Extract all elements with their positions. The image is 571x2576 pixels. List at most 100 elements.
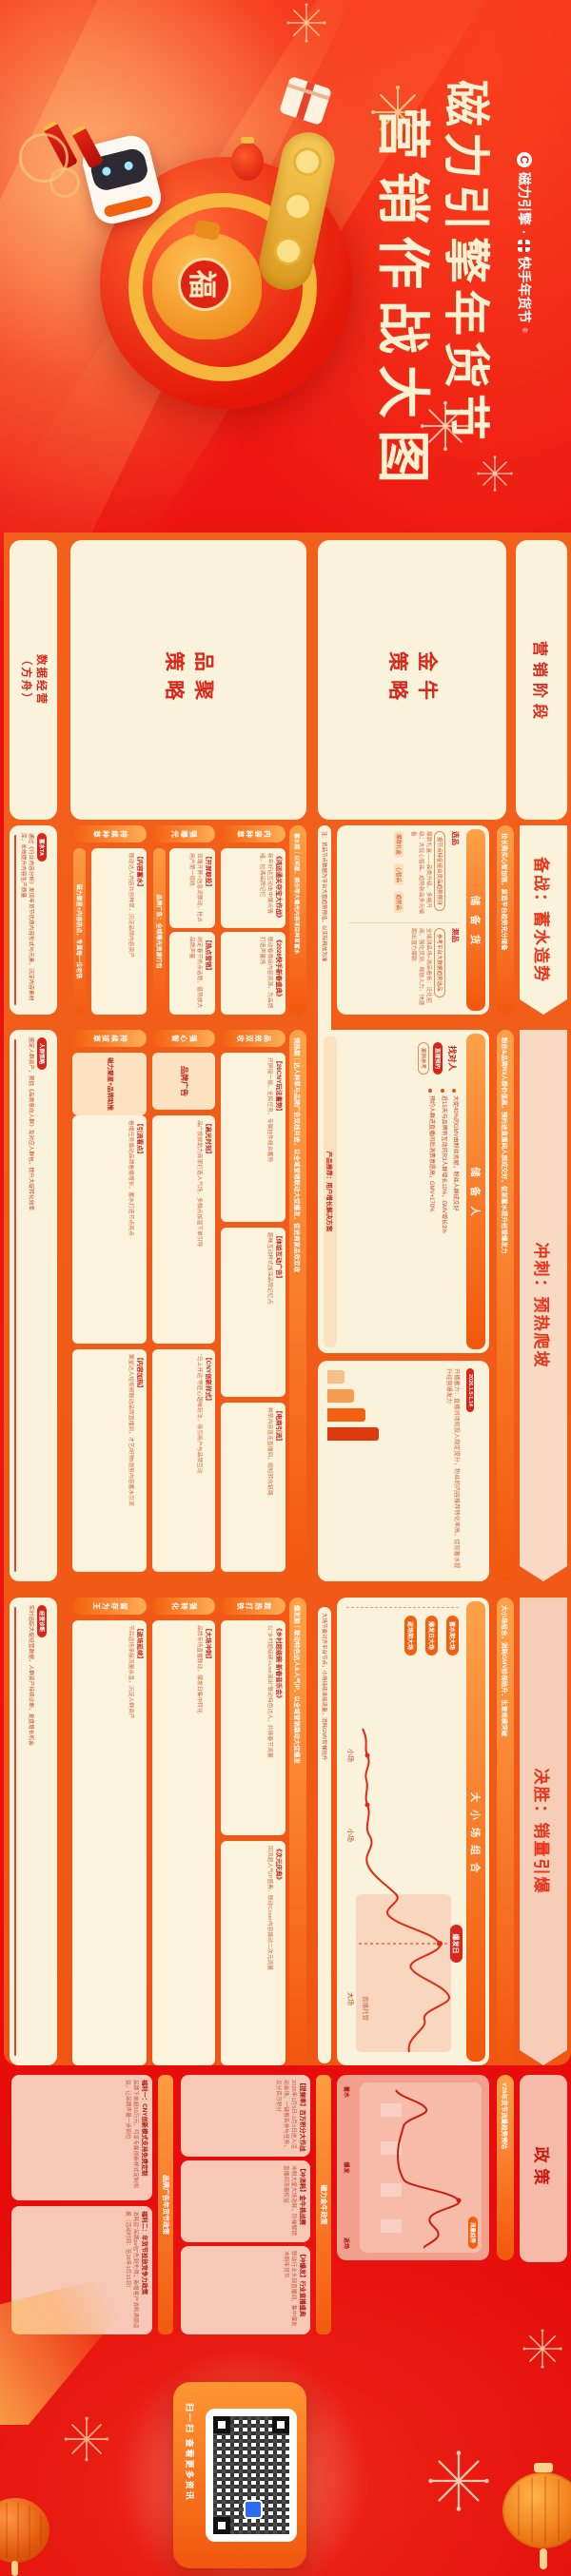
juxing-ribbon: 磁力聚星+内容热点，专属每一位老铁: [73, 848, 86, 1015]
content-card: 【热点营销】 绑定春节热点话题，借势放大品牌声量: [169, 932, 215, 1015]
small-lantern-cap: [241, 137, 254, 144]
content-card: 【高光时刻】 品广投放助力商家打造人气场，多触点加温下单引导: [152, 1115, 215, 1344]
section-pill-text: 内容种草: [235, 829, 271, 839]
coin: [290, 145, 325, 179]
section-pill-text: 强转化: [169, 1601, 198, 1611]
poster-title-line1: 磁力引擎年货节: [441, 80, 499, 460]
dataops-timeline: [14, 1039, 16, 1572]
lantern-cap: [534, 2463, 553, 2472]
section-pill-content-seeding: 内容种草: [221, 825, 286, 843]
trend-stage: 爆发: [343, 2161, 348, 2174]
goods-reserve-title: 储备货: [469, 895, 482, 955]
content-card: 《乡村超级碗·新春音乐会》 以“乡村超级碗+Live演出”联动特色达人，共振春节…: [221, 1620, 286, 1835]
brand-policy-title: 品牌广告年货节政策: [162, 2175, 168, 2235]
pinju-strategy-label: 品聚策略: [163, 651, 215, 708]
phase-box-win: 决胜：销量引爆: [520, 1598, 567, 2065]
trend-pill: 流量趋势: [468, 2216, 478, 2249]
card-desc: 回流超人气IP盛典，联动Coser内容撬动二次元流量: [266, 1846, 272, 1971]
content-card: 【体验互动广告】 趣味互动样式加深品牌记忆点: [221, 1228, 286, 1397]
row-label-data-operations: 数据经营 （方舟）: [10, 540, 57, 820]
pick-text: 爆款礼盒——品类升级、多格升级；大促心智品、趋势新品多元储备: [410, 831, 431, 914]
test-text: 全域测品场+测品看板：泛化招商、强化货测、释放人力，快速跑出潜力爆款: [410, 928, 431, 1006]
lantern-body: [0, 2498, 49, 2563]
content-card: 【内容加热】 聚星达人短视频联动品牌直播间，才艺/好物/混剪内容蓄水引流: [72, 1349, 147, 1572]
lantern-bottom-left: [0, 2487, 49, 2576]
card-title: 《乡村超级碗·新春音乐会》: [275, 1625, 282, 1702]
lantern-bottom-right: [502, 2453, 571, 2576]
dataops-text: 通过《行业内容分析》发现年货节优质内容形式与元素，沉淀内容素材库，长效提升内容生…: [20, 833, 33, 1001]
registered-mark: ®: [521, 327, 528, 333]
small-session-label: 小场: [346, 1829, 355, 1842]
cloud-swirl-small: [49, 167, 80, 198]
live-warmup-box: 2026.1.5-1.14 开播蓄力：直播间场观投入稳定提升，粉丝的内容推荐转化…: [318, 1361, 489, 1581]
find-people-block: 找对人 直播预约 案例参考: [346, 1036, 459, 1081]
jinniu-policy-title-bar: 磁力金牛政策: [316, 2075, 331, 2334]
card-title: 【开屏联投】: [205, 853, 211, 890]
warmup-date-pill: 2026.1.5-1.14: [466, 1368, 474, 1412]
dataops-win-box: 经营诊断 实时追踪大促经营数据，人群资产持续诊断，复盘增长机会: [10, 1598, 57, 2065]
people-reserve-title: 储备人: [469, 1167, 482, 1226]
content-card: 【26CNY玩法蓄势】 开屏摇一摇、全民任务、专属挂件组合蓄势: [221, 1053, 286, 1222]
small-session-label: 小场: [346, 1749, 355, 1762]
pinju-sprint-bar-text: 预热期｜达人种草与品牌广告双线并进，以全域营销联动大促爆发，促进商家品效双收: [293, 1037, 300, 1272]
phase-win-label: 决胜：销量引爆: [532, 1768, 551, 1895]
qr-finder: [272, 2416, 289, 2433]
gmv-ladder-chart: 爆发日 小场 小场 大场 直播托管: [346, 1728, 463, 2053]
qr-block: 扫一扫 查看更多资讯: [173, 2382, 306, 2568]
goods-reserve-box: 储备货 选品 按节点特征组合货品趋势预测 爆款礼盒——品类升级、多格升级；大促心…: [337, 825, 489, 1015]
jinniu-policy-card: 【冲爆发】行业直播盛典 联动行业头部直播间，集中爆发冲刺年货节: [181, 2246, 310, 2334]
goods-pick-column: 选品 按节点特征组合货品趋势预测 爆款礼盒——品类升级、多格升级；大促心智品、趋…: [345, 831, 461, 919]
battle-map-board: 营销阶段 金牛策略 品聚策略 数据经营 （方舟） 备战：蓄水造势 冲刺：预热爬坡…: [0, 533, 571, 2339]
card-desc: 联动春晚级内容资源，为品牌打造声量场: [258, 937, 272, 1009]
cloud-swirl: [19, 133, 69, 183]
people-insights: 大促40%的GMV由粉丝贡献，粉丝人群成交好 近15天与品牌有互动的R3人群增长…: [346, 1089, 459, 1347]
brand-lockup: C 磁力引擎 · 快手年货节 ®: [512, 152, 537, 418]
card-desc: 种草内容直连直播间，缩短转化链路: [266, 1407, 272, 1496]
brand-ads-sublabel: 品牌广告: [152, 1053, 215, 1110]
brand-policy-card: 福利一：CNY创新模式支持免费定制 品牌下单超50万元，可享专属创新样式定制权益…: [11, 2075, 152, 2200]
live-hosting-label: 直播托管: [362, 1996, 370, 2022]
card-desc: 品牌专场直播联动，爆发日集中转化: [195, 1625, 202, 1714]
session-pill: 蓄水期大场: [446, 1616, 459, 1656]
people-reserve-box: 储备人 找对人 直播预约 案例参考 大促40%的GMV由粉丝贡献，粉丝人群成交好…: [318, 1030, 489, 1353]
card-desc: 绑定春节热点话题，借势放大品牌声量: [187, 937, 202, 1009]
card-title: 【热点营销】: [205, 937, 211, 974]
phase-box-prep: 备战：蓄水造势: [520, 825, 567, 1015]
jinniu-policy-title: 磁力金牛政策: [320, 2184, 326, 2225]
session-pill: 返场期大场: [404, 1616, 417, 1656]
trend-stage: 蓄水: [343, 2086, 348, 2099]
card-desc: 以“乡村超级碗+Live演出”联动特色达人，共振春节流量: [266, 1625, 272, 1758]
session-combo-title: 大小场组合: [469, 1792, 482, 1881]
logo-separator: ·: [517, 230, 532, 235]
card-title: 【大场冲刺】: [205, 1625, 211, 1662]
pinju-sprint-bar: 预热期｜达人种草与品牌广告双线并进，以全域营销联动大促爆发，促进商家品效双收: [289, 1030, 306, 1581]
qr-app-logo: [244, 2500, 263, 2519]
phase-prep-summary-text: 拉长购买心智加强，紧追平台趋势充分储备: [501, 833, 507, 951]
traffic-trend-box: 流量趋势 蓄水 爆发 返场: [337, 2075, 489, 2260]
card-desc: 品广投放助力商家打造人气场，多触点加温下单引导: [195, 1120, 202, 1248]
warmup-text: 开播蓄力：直播间场观投入稳定提升，粉丝的内容推荐转化率高，促前蓄水提升经营爆发力: [444, 1368, 460, 1569]
section-pill-retention: 留存为王: [72, 1598, 147, 1615]
phase-prep-label: 备战：蓄水造势: [532, 857, 551, 983]
content-card: 【内容蓄水】 联动达人内容共创种草，沉淀品牌内容资产: [91, 848, 147, 1015]
content-card: 【返场延续】 节后返场承接流量余温，沉淀人群资产: [72, 1620, 147, 2065]
coin: [281, 189, 315, 223]
section-pill-continuous-seeding: 持续种草: [72, 825, 147, 843]
card-title: 【内容加热】: [136, 1354, 143, 1391]
fireworks-icon: [476, 455, 514, 493]
juxing-sublabel: 磁力聚星+品牌助推: [72, 1053, 147, 1115]
card-title: 【高光时刻】: [205, 1120, 211, 1157]
dataops-prep-box: 蓄水TA 通过《行业内容分析》发现年货节优质内容形式与元素，沉淀内容素材库，长效…: [10, 825, 57, 1015]
dataops-text: 实时追踪大促经营数据，人群资产持续诊断，复盘增长机会: [28, 1605, 33, 1746]
trend-stage: 返场: [343, 2237, 348, 2249]
data-operations-sublabel: （方舟）: [20, 654, 31, 706]
section-pill-text: 持续种草: [91, 829, 128, 839]
phase-box-sprint: 冲刺：预热爬坡: [520, 1030, 567, 1581]
pinju-win-bar: 爆发期｜联动特色达人&人气IP，以全域营销撬动大促爆发: [289, 1598, 306, 2065]
title-line2-text: 营销作战大图: [373, 107, 434, 494]
trend-pill-text: 流量趋势: [469, 2221, 475, 2243]
insight-item: 大促40%的GMV由粉丝贡献，粉丝人群成交好: [451, 1089, 459, 1347]
fu-badge: 福: [178, 258, 231, 311]
section-pill-text: 趁热打铁: [235, 1601, 271, 1611]
